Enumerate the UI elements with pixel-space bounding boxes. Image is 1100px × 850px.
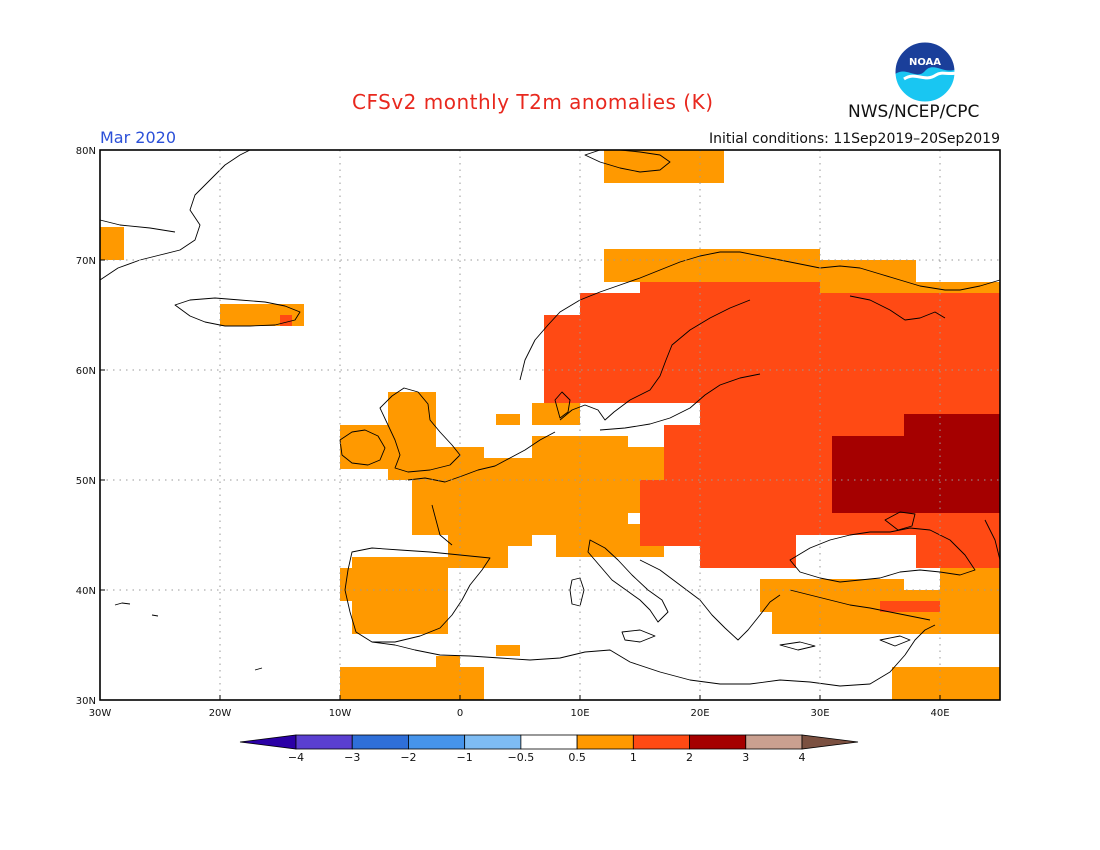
coastline-crete <box>779 641 816 651</box>
coastline-turkey <box>789 589 931 621</box>
lat-tick-label: 70N <box>76 256 96 267</box>
coastline-caspian <box>984 519 1001 561</box>
anomaly-cell <box>700 524 796 568</box>
coastline-italy <box>587 539 669 623</box>
legend-swatch <box>632 734 690 750</box>
noaa-logo-text: NOAA <box>909 57 941 68</box>
coastline-scandinavia <box>519 251 1001 381</box>
lat-tick-label: 50N <box>76 476 96 487</box>
agency-label: NWS/NCEP/CPC <box>848 102 980 122</box>
map-frame <box>99 149 1001 701</box>
lon-tick-label: 10W <box>329 708 352 719</box>
coastline-kola <box>849 295 946 321</box>
lon-tick-label: 10E <box>570 708 589 719</box>
coastline-north-africa <box>371 641 906 687</box>
legend-swatch <box>408 734 466 750</box>
coastline-balkans <box>639 559 781 641</box>
coastline-canary <box>254 667 263 671</box>
lon-tick-label: 40E <box>930 708 949 719</box>
coastline-cyprus <box>879 635 911 647</box>
axis-labels: 30W 20W 10W 0 10E 20E 30E 40E 80N 70N 60N 50N 40N 30N <box>76 146 950 719</box>
anomaly-cell <box>700 249 820 282</box>
lat-tick-label: 60N <box>76 366 96 377</box>
coastline-sardinia <box>569 577 585 607</box>
legend-swatch <box>745 734 803 750</box>
anomaly-cell <box>340 667 484 700</box>
legend-arrow-low <box>239 734 297 750</box>
anomaly-cell <box>484 458 532 546</box>
legend-swatch <box>464 734 522 750</box>
legend-tick-label: 0.5 <box>568 751 586 764</box>
map-title: CFSv2 monthly T2m anomalies (K) <box>352 90 714 114</box>
anomaly-cell <box>532 436 628 535</box>
legend-swatch <box>689 734 747 750</box>
legend-tick-label: 1 <box>630 751 637 764</box>
anomaly-cell <box>100 227 124 260</box>
anomaly-cell <box>436 656 460 667</box>
legend-tick-label: −0.5 <box>508 751 535 764</box>
coastline-sicily <box>621 629 656 643</box>
anomaly-cell <box>496 414 520 425</box>
anomaly-cell <box>340 425 388 469</box>
coastline-britain <box>379 387 461 473</box>
legend-tick-label: −2 <box>400 751 416 764</box>
legend-swatch <box>520 734 578 750</box>
legend-tick-label: 2 <box>686 751 693 764</box>
anomaly-cell <box>880 601 940 612</box>
anomaly-cells <box>100 150 1000 700</box>
noaa-logo-icon: NOAA <box>894 41 956 103</box>
legend-tick-label: −3 <box>344 751 360 764</box>
anomaly-cell <box>280 315 292 326</box>
coastlines <box>99 149 1001 687</box>
coastline-baltic <box>599 373 761 431</box>
coastline-crimea <box>884 511 916 531</box>
anomaly-cell <box>904 414 1000 436</box>
anomaly-cell <box>916 535 1000 568</box>
coastline-levant <box>904 624 936 656</box>
coastline-france <box>407 431 556 546</box>
anomaly-cell <box>640 282 700 403</box>
legend-swatch <box>576 734 634 750</box>
anomaly-cell <box>820 260 916 293</box>
forecast-period: Mar 2020 <box>100 128 176 147</box>
axis-ticks <box>99 149 941 701</box>
anomaly-cell <box>532 403 580 425</box>
coastline-ireland <box>339 429 386 466</box>
legend-tick-label: 3 <box>742 751 749 764</box>
lon-tick-label: 30W <box>89 708 112 719</box>
legend-swatch <box>351 734 409 750</box>
coastline-iceland <box>174 297 301 327</box>
coastline-sweden-south <box>559 299 751 421</box>
coastline-azores <box>114 602 159 617</box>
lat-tick-label: 30N <box>76 696 96 707</box>
lon-tick-label: 20W <box>209 708 232 719</box>
graticule <box>100 150 1000 700</box>
anomaly-cell <box>820 293 1000 425</box>
legend-tick-label: 4 <box>799 751 806 764</box>
anomaly-cell <box>604 249 700 282</box>
initial-conditions: Initial conditions: 11Sep2019–20Sep2019 <box>708 131 1000 147</box>
anomaly-cell <box>892 667 1000 700</box>
legend-tick-label: −1 <box>457 751 473 764</box>
legend-tick-label: −4 <box>288 751 304 764</box>
color-legend: −4 −3 −2 −1 −0.5 0.5 1 2 3 4 <box>239 734 859 764</box>
legend-arrow-high <box>801 734 859 750</box>
anomaly-cell <box>940 568 1000 590</box>
coastline-black-sea <box>789 527 976 583</box>
anomaly-cell <box>640 480 700 546</box>
lon-tick-label: 0 <box>457 708 463 719</box>
coastline-denmark <box>554 391 571 419</box>
lon-tick-label: 20E <box>690 708 709 719</box>
coastline-greenland <box>99 149 251 281</box>
lat-tick-label: 40N <box>76 586 96 597</box>
anomaly-cell <box>832 436 1000 513</box>
legend-swatch <box>295 734 353 750</box>
anomaly-cell <box>496 645 520 656</box>
anomaly-cell <box>700 282 820 425</box>
lon-tick-label: 30E <box>810 708 829 719</box>
lat-tick-label: 80N <box>76 146 96 157</box>
coastline-iberia <box>344 547 491 643</box>
